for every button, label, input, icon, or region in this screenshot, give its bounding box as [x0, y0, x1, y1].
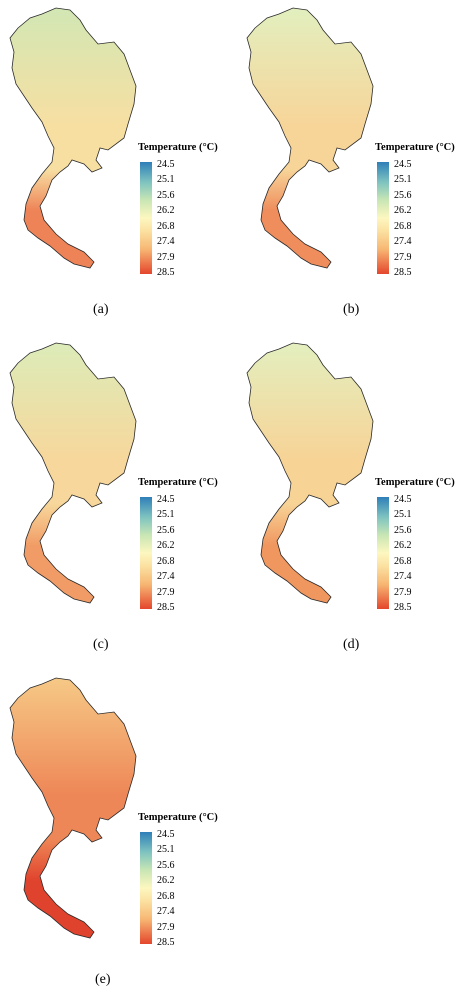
panel-caption: (a): [93, 302, 109, 317]
legend-tick-label: 25.6: [394, 189, 412, 201]
legend-tick-label: 25.6: [157, 189, 175, 201]
map-region: [246, 342, 374, 604]
legend-tick-label: 25.1: [394, 174, 412, 186]
legend-tick-label: 24.5: [394, 494, 412, 505]
legend-tick-label: 27.4: [394, 571, 412, 583]
colorbar: [140, 162, 152, 274]
legend-title: Temperature (°C): [138, 142, 218, 153]
colorbar: [140, 497, 152, 609]
legend-title: Temperature (°C): [375, 477, 455, 488]
legend-tick-label: 28.5: [157, 267, 175, 278]
legend-tick-label: 24.5: [157, 829, 175, 840]
legend-tick-label: 26.8: [157, 555, 175, 567]
legend-tick-label: 26.8: [394, 555, 412, 567]
legend-tick-label: 28.5: [394, 267, 412, 278]
panel-caption: (d): [343, 637, 360, 652]
legend-tick-label: 26.8: [394, 220, 412, 232]
legend-tick-label: 25.6: [394, 524, 412, 536]
legend-tick-label: 26.2: [157, 875, 175, 887]
map-region: [9, 342, 137, 604]
legend-tick-label: 25.1: [157, 509, 175, 521]
legend-tick-label: 26.2: [157, 205, 175, 217]
legend-tick-label: 26.8: [157, 220, 175, 232]
legend-tick-label: 27.9: [157, 586, 175, 598]
legend-tick-label: 26.2: [394, 540, 412, 552]
legend-tick-label: 26.2: [394, 205, 412, 217]
legend-tick-label: 28.5: [394, 602, 412, 613]
legend-tick-label: 28.5: [157, 602, 175, 613]
legend-title: Temperature (°C): [375, 142, 455, 153]
legend-tick-label: 27.9: [394, 586, 412, 598]
legend-tick-label: 25.1: [157, 844, 175, 856]
legend-tick-label: 27.9: [157, 921, 175, 933]
legend-tick-label: 27.9: [157, 251, 175, 263]
panel-d: Temperature (°C) 24.5 25.1 25.6 26.2 26.8 27.…: [237, 335, 474, 665]
panel-b: Temperature (°C) 24.5 25.1 25.6 26.2 26.8 27.…: [237, 0, 474, 330]
legend-tick-label: 27.4: [157, 236, 175, 248]
panel-a: Temperature (°C) 24.5 25.1 25.6 26.2 26.8 27.…: [0, 0, 237, 330]
legend-tick-label: 24.5: [157, 494, 175, 505]
legend-tick-label: 26.8: [157, 890, 175, 902]
panel-caption: (e): [95, 972, 111, 987]
legend-tick-label: 25.6: [157, 859, 175, 871]
colorbar: [377, 162, 389, 274]
map-region: [9, 7, 137, 269]
colorbar: [140, 832, 152, 944]
legend-tick-label: 27.9: [394, 251, 412, 263]
legend-title: Temperature (°C): [138, 477, 218, 488]
panel-caption: (b): [343, 302, 360, 317]
legend-tick-label: 25.1: [394, 509, 412, 521]
legend-tick-label: 27.4: [157, 571, 175, 583]
legend-title: Temperature (°C): [138, 812, 218, 823]
colorbar: [377, 497, 389, 609]
panel-c: Temperature (°C) 24.5 25.1 25.6 26.2 26.8 27.…: [0, 335, 237, 665]
legend-tick-label: 24.5: [157, 159, 175, 170]
legend-tick-label: 28.5: [157, 937, 175, 948]
legend-tick-label: 25.1: [157, 174, 175, 186]
legend-tick-label: 26.2: [157, 540, 175, 552]
legend-tick-label: 27.4: [394, 236, 412, 248]
legend-tick-label: 25.6: [157, 524, 175, 536]
map-region: [246, 7, 374, 269]
panel-caption: (c): [93, 637, 109, 652]
map-region: [9, 677, 137, 939]
legend-tick-label: 24.5: [394, 159, 412, 170]
panel-e: Temperature (°C) 24.5 25.1 25.6 26.2 26.8 27.…: [0, 670, 237, 1000]
legend-tick-label: 27.4: [157, 906, 175, 918]
